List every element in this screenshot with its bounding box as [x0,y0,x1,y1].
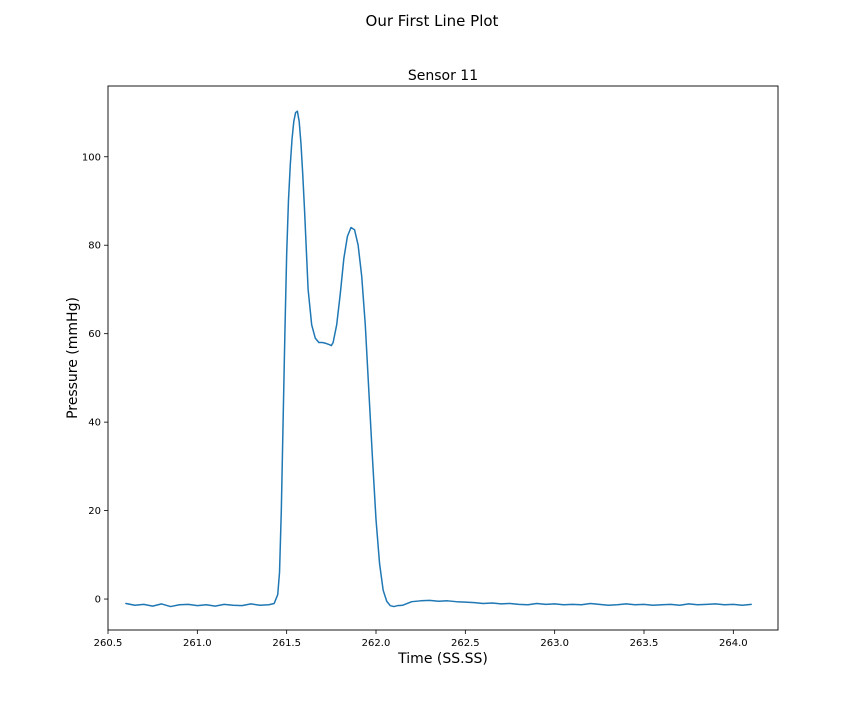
y-tick-label: 60 [88,329,101,340]
axes-title: Sensor 11 [408,68,478,84]
y-axis-ticks: 0 20 40 60 80 100 [82,152,108,606]
x-axis-ticks: 260.5 261.0 261.5 262.0 262.5 263.0 263.5 264.0 [94,630,748,649]
x-tick-label: 262.5 [451,638,480,649]
series-lines [125,110,752,608]
x-tick-label: 261.0 [183,638,212,649]
y-tick-label: 20 [88,506,101,517]
series-line-0 [125,110,752,608]
x-tick-label: 264.0 [719,638,748,649]
plot-area: 260.5 261.0 261.5 262.0 262.5 263.0 263.5 264.0… [82,85,779,649]
y-tick-label: 100 [82,152,101,163]
x-tick-label: 263.5 [630,638,659,649]
axes-frame [107,85,779,631]
y-tick-label: 80 [88,241,101,252]
figure-suptitle: Our First Line Plot [366,12,499,30]
x-tick-label: 260.5 [94,638,123,649]
x-tick-label: 261.5 [272,638,301,649]
y-tick-label: 0 [95,595,101,606]
x-axis-label: Time (SS.SS) [397,651,488,667]
x-tick-label: 263.0 [540,638,569,649]
x-tick-label: 262.0 [362,638,391,649]
y-tick-label: 40 [88,418,101,429]
y-axis-label: Pressure (mmHg) [65,297,81,419]
